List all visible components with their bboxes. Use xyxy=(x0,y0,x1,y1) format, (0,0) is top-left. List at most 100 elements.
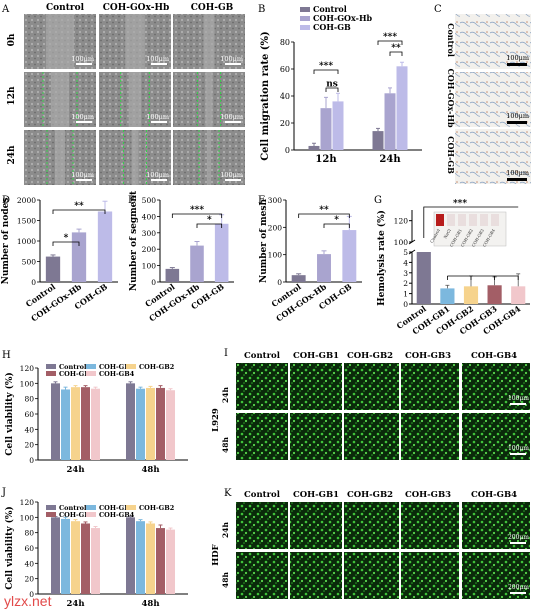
bar xyxy=(45,256,61,282)
tube xyxy=(491,214,499,226)
y-tick-label: 0 xyxy=(285,146,290,155)
scale-bar-label: 100μm xyxy=(506,54,529,62)
scratch-gap xyxy=(128,72,142,127)
scale-bar xyxy=(76,121,92,123)
fluorescence-image xyxy=(290,552,342,599)
bar xyxy=(156,528,165,594)
scale-bar xyxy=(76,63,92,65)
y-tick-label: 1000 xyxy=(17,237,36,246)
y-tick-label: 80 xyxy=(280,38,290,47)
scratch-gap xyxy=(55,130,65,185)
panel-a-row-12h: 12h xyxy=(7,86,17,106)
significance-label: * xyxy=(207,216,212,226)
significance-label: *** xyxy=(453,199,467,209)
y-tick-label: 120 xyxy=(20,364,35,373)
legend-swatch xyxy=(86,512,96,517)
bar xyxy=(91,388,100,460)
y-tick-label: 100 xyxy=(142,262,157,271)
panel-k-row-24h: 24h xyxy=(221,522,230,538)
legend-label: COH-GB3 xyxy=(59,511,95,519)
significance-label: *** xyxy=(190,206,204,216)
tube-formation-image xyxy=(455,129,531,184)
scale-bar-label: 200μm xyxy=(508,584,529,591)
y-tick-label: 100 xyxy=(20,513,35,522)
bar xyxy=(126,517,135,594)
panel-i-col-gb3: COH-GB3 xyxy=(405,351,451,361)
significance-label: ** xyxy=(319,206,329,216)
panel-i-col-gb2: COH-GB2 xyxy=(347,351,393,361)
y-tick-label: 20 xyxy=(24,441,34,450)
bar xyxy=(416,252,431,304)
significance-label: *** xyxy=(319,62,333,72)
panel-label: D xyxy=(2,195,10,206)
y-tick-label: 20 xyxy=(280,119,290,128)
legend-swatch xyxy=(86,371,96,376)
legend-label: COH-GOx-Hb xyxy=(313,13,373,23)
panel-c-row-gb: COH-GB xyxy=(446,136,456,174)
bar xyxy=(97,211,113,282)
panel-k-label: K xyxy=(224,488,232,499)
panel-label: E xyxy=(128,195,135,206)
bar xyxy=(146,387,155,460)
bar xyxy=(320,108,332,150)
panel-a-label: A xyxy=(1,4,10,15)
scale-bar-label: 200μm xyxy=(508,534,529,541)
panel-c-label: C xyxy=(434,4,442,15)
bar xyxy=(332,101,344,150)
panel-i-cell-line: L929 xyxy=(211,408,221,432)
y-axis-label: Cell migration rate (%) xyxy=(260,31,271,161)
legend-swatch xyxy=(46,505,56,510)
scale-bar-label: 100μm xyxy=(146,113,169,121)
bar xyxy=(165,268,180,282)
scale-bar xyxy=(510,542,526,544)
y-tick-label: 100 xyxy=(394,238,409,247)
chart-B: B 0 20 40 60 80 Cell migration rate (%) 12h 24h C… xyxy=(258,4,422,165)
y-tick-label: 40 xyxy=(24,425,34,434)
legend-label: Control xyxy=(59,504,87,512)
bar xyxy=(126,383,135,460)
legend-swatch xyxy=(46,364,56,369)
scale-bar-label: 100μm xyxy=(71,171,94,179)
bar xyxy=(91,528,100,594)
fluorescence-image xyxy=(290,413,342,460)
chart-J: J 0 20 40 60 80 100 120 Cell viability (%) 24h 48h… xyxy=(1,487,188,609)
y-tick-label: 100 xyxy=(20,379,35,388)
bar xyxy=(440,288,455,304)
legend-label: COH-GB3 xyxy=(59,370,95,378)
bar xyxy=(291,275,306,282)
bar xyxy=(511,286,526,304)
scale-bar-label: 100μm xyxy=(220,55,243,63)
legend-label: COH-GB xyxy=(313,22,351,32)
bar xyxy=(342,230,357,282)
y-tick-label: 2000 xyxy=(17,196,36,205)
y-tick-label: 300 xyxy=(142,229,157,238)
scratch-gap xyxy=(131,130,139,185)
panel-label: G xyxy=(374,195,382,206)
y-tick-label: 120 xyxy=(394,217,409,226)
panel-i-label: I xyxy=(224,348,228,359)
bar xyxy=(71,232,87,282)
legend-swatch xyxy=(126,505,136,510)
y-tick-label: 5 xyxy=(403,248,408,257)
panel-c-row-goxhb: COH-GOx-Hb xyxy=(446,68,456,128)
legend-swatch xyxy=(46,371,56,376)
x-tick-label: 12h xyxy=(315,154,337,165)
y-tick-label: 3 xyxy=(403,269,408,278)
panel-c-row-control: Control xyxy=(446,23,456,57)
bar xyxy=(487,285,502,304)
fluorescence-image xyxy=(236,413,288,460)
legend-swatch xyxy=(126,364,136,369)
fluorescence-image xyxy=(401,502,459,549)
tube-formation-image xyxy=(455,72,531,127)
panel-label: F xyxy=(258,195,265,206)
tube xyxy=(480,214,488,226)
y-tick-label: 60 xyxy=(280,65,290,74)
panel-a-row-24h: 24h xyxy=(7,145,17,165)
y-tick-label: 500 xyxy=(22,258,37,267)
bar xyxy=(71,521,80,594)
x-tick-label: 48h xyxy=(141,465,159,475)
fluorescence-image xyxy=(344,413,399,460)
bar xyxy=(81,523,90,594)
scratch-gap xyxy=(51,72,69,127)
scratch-gap xyxy=(125,14,145,69)
